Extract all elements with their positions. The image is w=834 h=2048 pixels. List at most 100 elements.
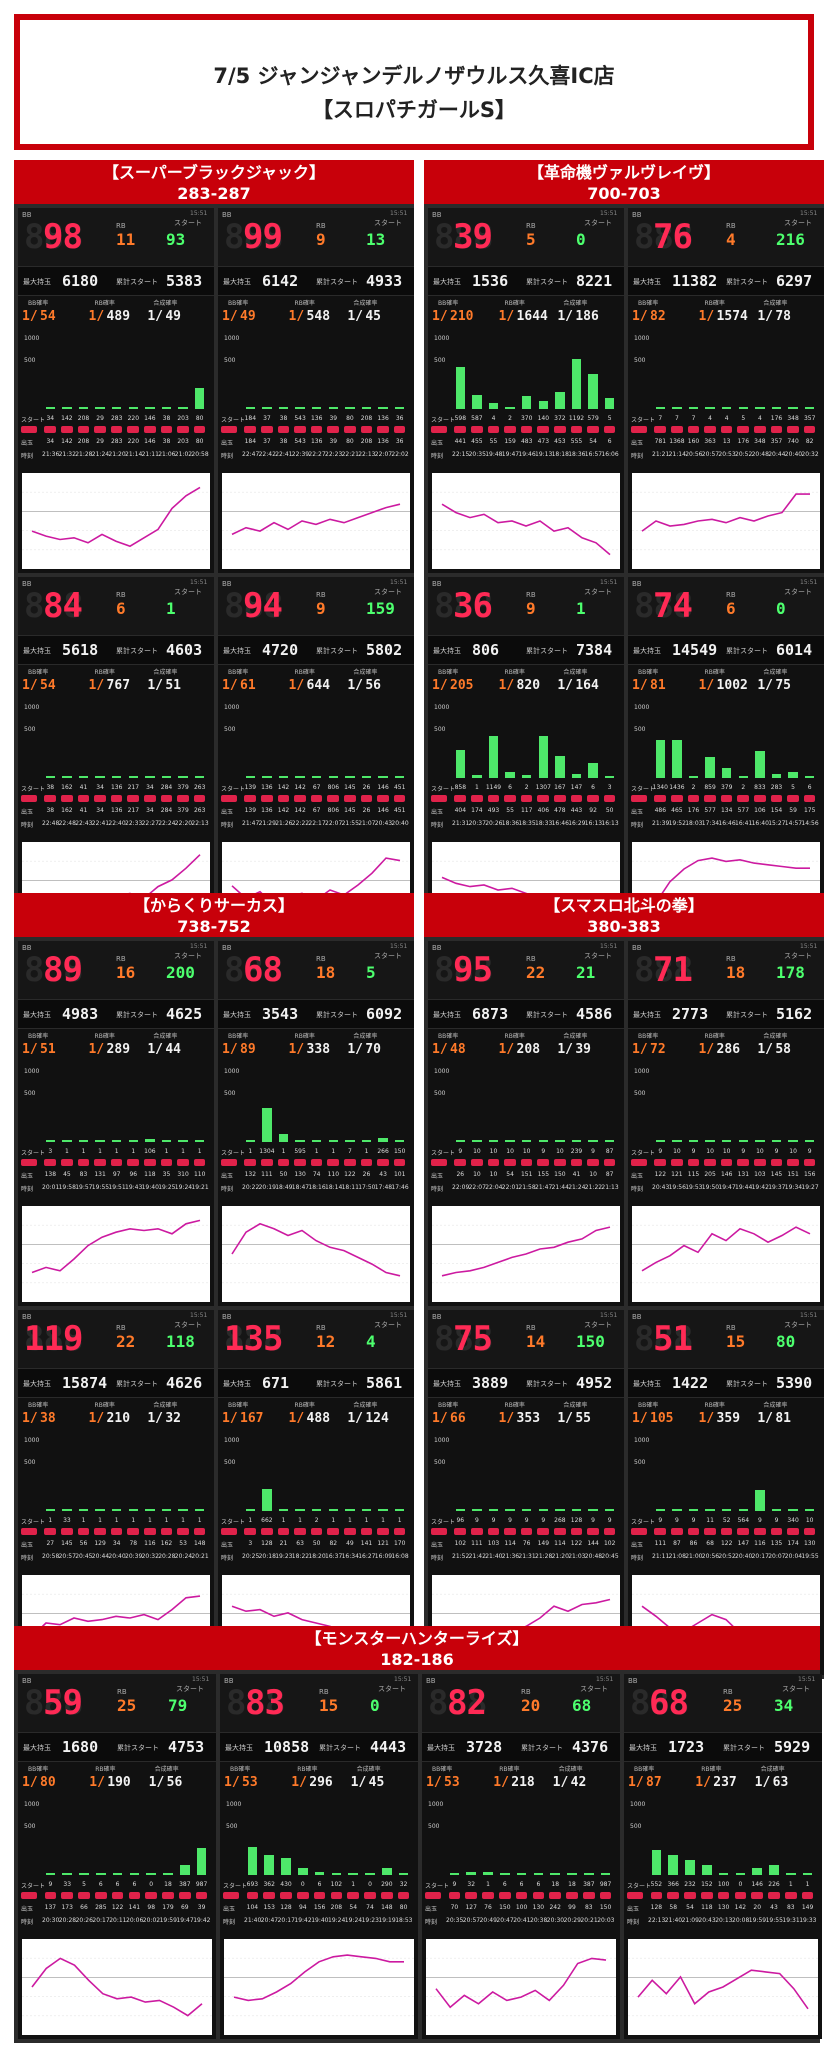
slot-panel: BB 888 119 15:51 RB スタート 22 118 最大持玉 15874 累計スタート 4… — [18, 1310, 214, 1675]
history-bar — [505, 1509, 515, 1511]
time-cell: 19:42 — [193, 1917, 211, 1924]
rbp-label: RB確率 — [94, 1033, 115, 1040]
out-cell: 184 — [244, 438, 257, 445]
time-cell: 20:47 — [260, 1917, 279, 1924]
time-cell: 20:07 — [768, 1553, 786, 1560]
slot-panel: BB 888 82 15:51 RB スタート 20 68 最大持玉 3728 累計スタート 4376… — [422, 1674, 620, 2039]
slot-panel: BB 888 84 15:51 RB スタート 6 1 最大持玉 5618 累計スタート 4603 BB… — [18, 577, 214, 942]
start-cell: 203 — [177, 415, 189, 422]
total-value: 6297 — [776, 272, 813, 290]
history-bar — [538, 1509, 548, 1511]
time-cell: 22:42 — [258, 451, 276, 458]
out-cell: 145 — [770, 1171, 783, 1178]
bbp-prefix: 1/ — [632, 309, 648, 324]
status-badge — [193, 1528, 206, 1535]
clock-label: 15:51 — [390, 1312, 408, 1319]
row-label-out: 出玉 — [425, 1906, 438, 1913]
total-value: 5802 — [366, 641, 403, 659]
history-bar — [361, 407, 372, 409]
history-bar — [161, 407, 172, 409]
start-cell: 232 — [684, 1881, 696, 1888]
time-cell: 20:45 — [601, 1553, 619, 1560]
gp-label: 合成確率 — [353, 300, 378, 307]
history-bar — [655, 739, 665, 778]
start-cell: 387 — [583, 1881, 595, 1888]
status-badge — [582, 1892, 595, 1899]
row-label-start: スタート — [221, 417, 246, 424]
slump-graph — [224, 1939, 414, 2035]
time-cell: 21:44 — [551, 1184, 569, 1191]
probability-row: BB確率 1/54 RB確率 1/767 合成確率 1/51 — [18, 664, 214, 700]
probability-row: BB確率 1/210 RB確率 1/1644 合成確率 1/186 — [428, 295, 624, 331]
out-cell: 121 — [671, 1171, 683, 1178]
history-bar — [178, 407, 188, 409]
bb-count-ghost: 888 — [226, 1683, 285, 1723]
history-bar — [262, 776, 272, 778]
time-cell: 22:24 — [158, 820, 176, 827]
time-cell: 19:59 — [159, 1917, 177, 1924]
out-cell: 45 — [63, 1171, 71, 1178]
start-cell: 9 — [674, 1517, 679, 1524]
out-cell: 151 — [520, 1171, 533, 1178]
history-bars: 1000 500 — [628, 1064, 824, 1146]
status-badge — [454, 426, 467, 433]
out-cell: 26 — [362, 1171, 371, 1178]
history-bar — [361, 1509, 372, 1511]
time-cell: 20:43 — [652, 1184, 670, 1191]
history-bar — [722, 407, 732, 409]
rbp-value: 489 — [106, 309, 131, 324]
gp-prefix: 1/ — [347, 1042, 364, 1057]
start-cell: 10 — [722, 1148, 731, 1155]
axis-tick: 1000 — [428, 1801, 444, 1808]
clock-label: 15:51 — [600, 943, 618, 950]
status-badge — [770, 1159, 783, 1166]
gp-label: 合成確率 — [154, 1766, 179, 1773]
bb-count: 98 — [43, 217, 83, 257]
bbp-label: BB確率 — [438, 1033, 459, 1040]
rbp-prefix: 1/ — [291, 1775, 307, 1790]
rb-count: 6 — [116, 599, 126, 618]
start-cell: 283 — [110, 415, 123, 422]
status-badge — [160, 426, 173, 433]
slump-line — [435, 1957, 607, 2009]
slump-graph-svg — [628, 1957, 818, 2017]
time-cell: 21:26 — [275, 820, 293, 827]
status-badge — [737, 426, 750, 433]
rbp-value: 644 — [306, 678, 331, 693]
slot-panel: BB 888 51 15:51 RB スタート 15 80 最大持玉 1422 累計スタート 5390… — [628, 1310, 824, 1675]
history-bar — [688, 407, 699, 409]
totals-row: 最大持玉 806 累計スタート 7384 — [428, 635, 624, 665]
time-cell: 22:33 — [125, 820, 143, 827]
bb-count-ghost: 888 — [634, 586, 693, 626]
status-badge — [380, 1892, 393, 1899]
history-bar — [655, 407, 665, 409]
start-cell: 5 — [82, 1881, 86, 1888]
bb-count-ghost: 888 — [434, 950, 493, 990]
rbp-label: RB確率 — [504, 669, 525, 676]
start-cell: 1 — [248, 1148, 253, 1155]
start-count: 13 — [366, 230, 386, 249]
bb-label: BB — [432, 211, 442, 219]
gp-prefix: 1/ — [552, 1775, 569, 1790]
start-label: スタート — [374, 219, 402, 227]
bb-count: 59 — [43, 1683, 83, 1723]
history-bar — [62, 1140, 72, 1142]
slot-panel: BB 888 135 15:51 RB スタート 12 4 最大持玉 671 累計スタート 5861 B… — [218, 1310, 414, 1675]
bbp-prefix: 1/ — [22, 1411, 38, 1426]
out-cell: 144 — [587, 1540, 599, 1547]
start-cell: 9 — [541, 1148, 546, 1155]
out-cell: 68 — [706, 1540, 714, 1547]
start-cell: 33 — [63, 1517, 71, 1524]
status-badge — [393, 795, 406, 802]
status-badge — [532, 1892, 545, 1899]
start-label: スタート — [176, 1685, 204, 1693]
machine-header: 【スマスロ北斗の拳】 380-383 — [424, 893, 824, 937]
time-cell: 19:55 — [801, 1553, 819, 1560]
start-cell: 1 — [351, 1881, 356, 1888]
axis-tick: 1000 — [224, 335, 240, 342]
out-cell: 148 — [381, 1904, 393, 1911]
rbp-label: RB確率 — [297, 1766, 318, 1773]
status-badge — [61, 795, 73, 802]
start-cell: 263 — [193, 784, 206, 791]
status-badge — [94, 795, 106, 802]
